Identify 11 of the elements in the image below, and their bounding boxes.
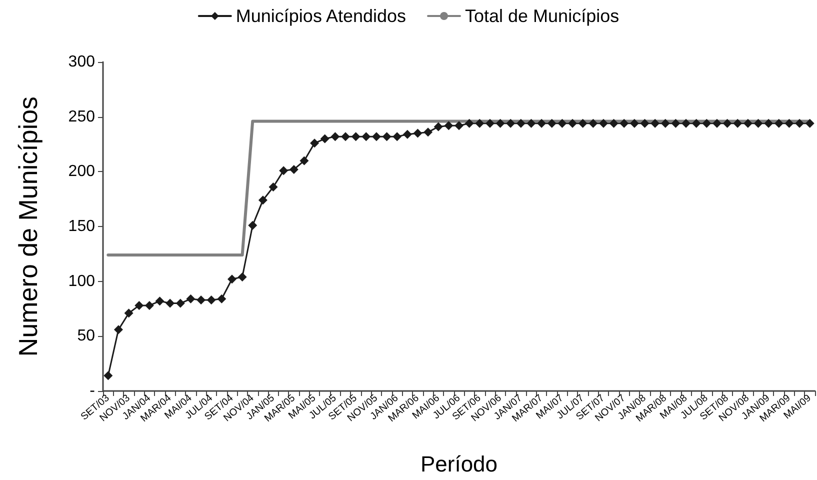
y-tick-label: 300 <box>68 54 96 70</box>
y-tick-label: - <box>90 382 95 400</box>
y-tick-label: 100 <box>68 272 96 290</box>
y-tick-label: 250 <box>68 108 96 126</box>
y-tick-label: 200 <box>68 163 96 180</box>
y-tick-label: 150 <box>68 218 96 235</box>
x-axis-title: Período <box>420 452 498 476</box>
y-tick-label: 50 <box>77 328 96 345</box>
legend-label: Total de Municípios <box>465 6 620 26</box>
y-axis-title: Numero de Municípios <box>13 96 43 357</box>
legend-label: Municípios Atendidos <box>236 6 406 26</box>
